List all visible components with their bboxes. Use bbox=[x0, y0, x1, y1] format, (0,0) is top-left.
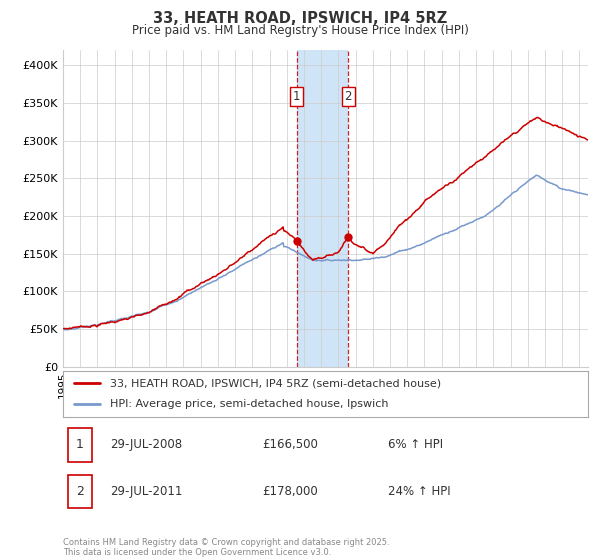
Text: 6% ↑ HPI: 6% ↑ HPI bbox=[389, 438, 443, 451]
Bar bbox=[296, 50, 348, 367]
FancyBboxPatch shape bbox=[68, 428, 92, 461]
Text: 2: 2 bbox=[76, 485, 84, 498]
Text: 1: 1 bbox=[293, 90, 301, 103]
Text: Contains HM Land Registry data © Crown copyright and database right 2025.
This d: Contains HM Land Registry data © Crown c… bbox=[63, 538, 389, 557]
Text: £178,000: £178,000 bbox=[263, 485, 318, 498]
Text: 33, HEATH ROAD, IPSWICH, IP4 5RZ (semi-detached house): 33, HEATH ROAD, IPSWICH, IP4 5RZ (semi-d… bbox=[110, 378, 442, 388]
Text: 2: 2 bbox=[344, 90, 352, 103]
Text: 24% ↑ HPI: 24% ↑ HPI bbox=[389, 485, 451, 498]
FancyBboxPatch shape bbox=[68, 475, 92, 508]
Text: £166,500: £166,500 bbox=[263, 438, 319, 451]
Text: 29-JUL-2011: 29-JUL-2011 bbox=[110, 485, 182, 498]
Text: 29-JUL-2008: 29-JUL-2008 bbox=[110, 438, 182, 451]
Text: 33, HEATH ROAD, IPSWICH, IP4 5RZ: 33, HEATH ROAD, IPSWICH, IP4 5RZ bbox=[153, 11, 447, 26]
Text: HPI: Average price, semi-detached house, Ipswich: HPI: Average price, semi-detached house,… bbox=[110, 399, 389, 409]
Text: Price paid vs. HM Land Registry's House Price Index (HPI): Price paid vs. HM Land Registry's House … bbox=[131, 24, 469, 36]
Text: 1: 1 bbox=[76, 438, 84, 451]
